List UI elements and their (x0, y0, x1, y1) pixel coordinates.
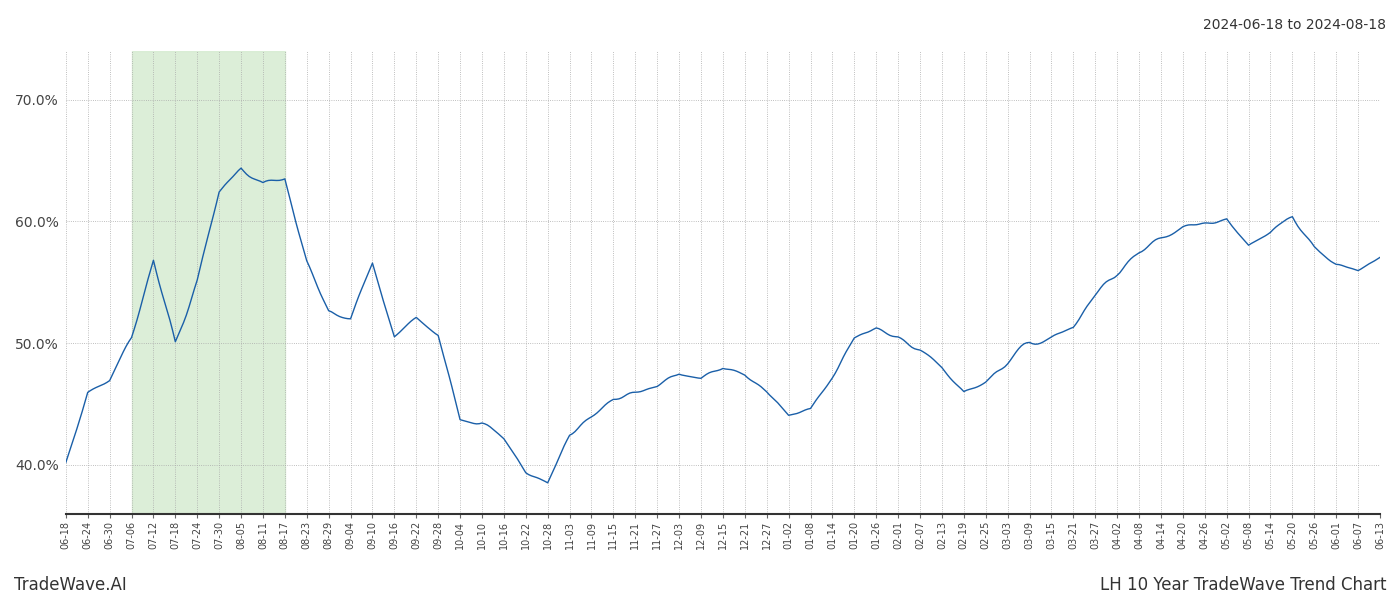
Bar (132, 51, 284, 514)
Text: 2024-06-18 to 2024-08-18: 2024-06-18 to 2024-08-18 (1203, 18, 1386, 32)
Text: LH 10 Year TradeWave Trend Chart: LH 10 Year TradeWave Trend Chart (1099, 576, 1386, 594)
Text: TradeWave.AI: TradeWave.AI (14, 576, 127, 594)
